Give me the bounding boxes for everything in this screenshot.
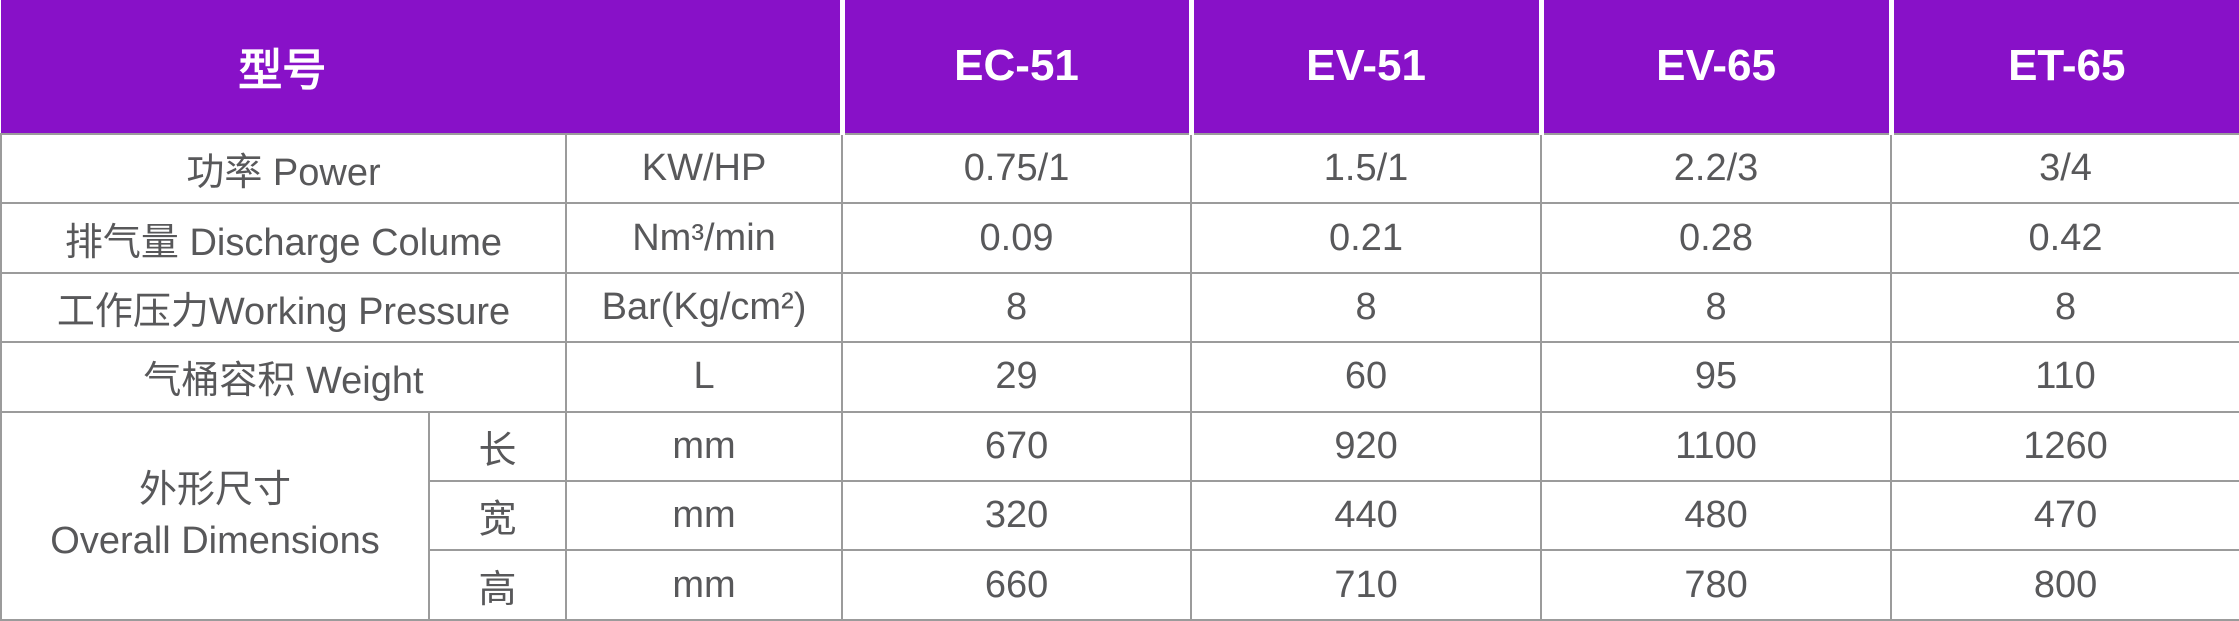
dim-label-length: 长: [428, 410, 567, 483]
discharge-value-et65: 0.42: [1890, 202, 2239, 274]
row-label-overall-dimensions: 外形尺寸 Overall Dimensions: [0, 410, 430, 621]
table-row-length: 外形尺寸 Overall Dimensions 长 mm 670 920 110…: [0, 410, 2239, 621]
table-row-height: 高 mm 660 710 780 800: [1, 549, 2239, 621]
width-value-ec51: 320: [841, 480, 1193, 552]
length-value-et65: 1260: [1890, 410, 2239, 483]
discharge-value-ev65: 0.28: [1540, 202, 1893, 274]
column-header-et65: ET-65: [1888, 0, 2239, 134]
width-value-ev51: 440: [1190, 480, 1543, 552]
tank-volume-value-ev65: 95: [1540, 341, 1893, 413]
table-row-width: 宽 mm 320 440 480 470: [1, 480, 2239, 552]
width-value-ev65: 480: [1540, 480, 1893, 552]
power-value-et65: 3/4: [1890, 132, 2239, 205]
dim-label-height: 高: [428, 549, 567, 621]
pressure-value-ev65: 8: [1540, 271, 1893, 344]
dim-unit-length: mm: [564, 410, 844, 483]
tank-volume-value-ec51: 29: [841, 341, 1193, 413]
row-unit-tank-volume: L: [564, 341, 844, 413]
column-header-ec51: EC-51: [839, 0, 1192, 134]
row-label-pressure: 工作压力Working Pressure: [0, 271, 567, 344]
height-value-ev65: 780: [1540, 549, 1893, 621]
column-header-ev51: EV-51: [1188, 0, 1542, 134]
row-unit-power: KW/HP: [564, 132, 844, 205]
length-value-ev65: 1100: [1540, 410, 1893, 483]
table-row-pressure: 工作压力Working Pressure Bar(Kg/cm²) 8 8 8 8: [0, 271, 2239, 344]
dim-label-width: 宽: [428, 480, 567, 552]
pressure-value-et65: 8: [1890, 271, 2239, 344]
tank-volume-value-ev51: 60: [1190, 341, 1543, 413]
discharge-value-ev51: 0.21: [1190, 202, 1543, 274]
power-value-ec51: 0.75/1: [841, 132, 1193, 205]
row-label-tank-volume: 气桶容积 Weight: [0, 341, 567, 413]
header-row: 型号 EC-51 EV-51 EV-65 ET-65: [1, 0, 2239, 134]
table-row-tank-volume: 气桶容积 Weight L 29 60 95 110: [0, 341, 2239, 413]
table-row-power: 功率 Power KW/HP 0.75/1 1.5/1 2.2/3 3/4: [0, 132, 2239, 205]
length-value-ec51: 670: [841, 410, 1193, 483]
pressure-value-ec51: 8: [841, 271, 1193, 344]
row-unit-discharge: Nm³/min: [564, 202, 844, 274]
width-value-et65: 470: [1890, 480, 2239, 552]
height-value-ec51: 660: [841, 549, 1193, 621]
overall-dimensions-label-cn: 外形尺寸: [138, 468, 291, 511]
length-value-ev51: 920: [1190, 410, 1543, 483]
row-label-power: 功率 Power: [0, 132, 567, 205]
height-value-ev51: 710: [1190, 549, 1543, 621]
model-column-header: 型号: [1, 0, 843, 134]
column-header-ev65: EV-65: [1538, 0, 1892, 134]
tank-volume-value-et65: 110: [1890, 341, 2239, 413]
row-unit-pressure: Bar(Kg/cm²): [564, 271, 844, 344]
power-value-ev51: 1.5/1: [1190, 132, 1543, 205]
dim-unit-width: mm: [564, 480, 844, 552]
power-value-ev65: 2.2/3: [1540, 132, 1893, 205]
discharge-value-ec51: 0.09: [841, 202, 1193, 274]
row-label-discharge: 排气量 Discharge Colume: [0, 202, 567, 274]
dim-unit-height: mm: [564, 549, 844, 621]
table-row-discharge: 排气量 Discharge Colume Nm³/min 0.09 0.21 0…: [0, 202, 2239, 274]
height-value-et65: 800: [1890, 549, 2239, 621]
overall-dimensions-label-en: Overall Dimensions: [50, 519, 380, 562]
pressure-value-ev51: 8: [1190, 271, 1543, 344]
